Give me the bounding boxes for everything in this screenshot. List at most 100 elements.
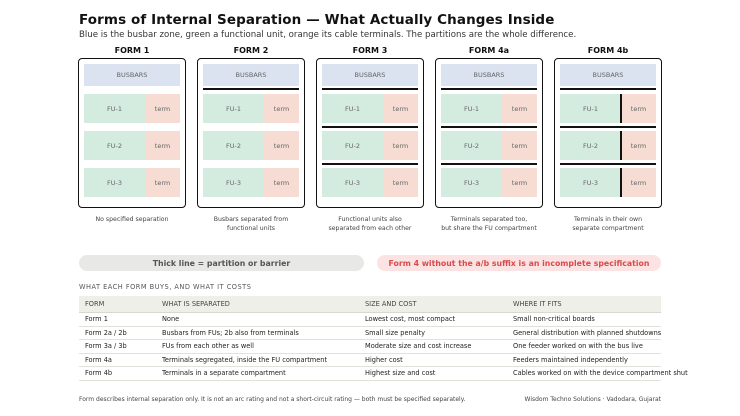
column-header: WHAT IS SEPARATED [162, 300, 230, 308]
busbar-zone: BUSBARS [560, 64, 656, 86]
functional-unit: FU-1 [322, 94, 383, 123]
comparison-table: FORM WHAT IS SEPARATED SIZE AND COST WHE… [79, 296, 688, 381]
warning-pill: Form 4 without the a/b suffix is an inco… [377, 255, 661, 271]
functional-unit: FU-2 [560, 131, 621, 160]
partition-line [203, 88, 299, 90]
footer-note: Form describes internal separation only.… [79, 396, 466, 403]
functional-unit: FU-1 [84, 94, 145, 123]
footer-credit: Wisdom Techno Solutions · Vadodara, Guja… [524, 396, 661, 403]
form-1-column: FORM 1 BUSBARS FU-1 term FU-2 term FU-3 … [78, 44, 186, 224]
functional-unit: FU-1 [441, 94, 502, 123]
table-cell: Small size penalty [365, 328, 426, 337]
functional-unit: FU-3 [203, 168, 264, 197]
terminal-zone: term [383, 168, 418, 197]
terminal-zone: term [502, 168, 537, 197]
form-4a-column: FORM 4a BUSBARS FU-1 term FU-2 term FU-3… [435, 44, 543, 233]
form-label: FORM 3 [352, 46, 388, 55]
terminal-zone: term [383, 131, 418, 160]
terminal-zone: term [145, 168, 180, 197]
busbar-zone: BUSBARS [441, 64, 537, 86]
table-row: Form 4a Terminals segregated, inside the… [79, 354, 661, 367]
form-description: Terminals separated too, but share the F… [441, 216, 537, 232]
terminal-zone: term [145, 94, 180, 123]
table-cell: Form 3a / 3b [85, 342, 127, 351]
table-header-row: FORM WHAT IS SEPARATED SIZE AND COST WHE… [79, 296, 661, 313]
table-cell: Moderate size and cost increase [365, 342, 472, 351]
table-cell: Lowest cost, most compact [365, 315, 456, 324]
cabinet-diagram: BUSBARS FU-1 term FU-2 term FU-3 term [197, 58, 305, 208]
terminal-zone: term [264, 131, 299, 160]
column-header: FORM [85, 300, 105, 308]
table-cell: Form 4b [85, 369, 113, 378]
busbar-zone: BUSBARS [322, 64, 418, 86]
partition-line [322, 88, 418, 90]
table-cell: None [162, 315, 180, 324]
functional-unit: FU-2 [84, 131, 145, 160]
partition-line [560, 163, 656, 165]
form-description: Terminals in their own separate compartm… [572, 216, 644, 232]
cabinet-diagram: BUSBARS FU-1 term FU-2 term FU-3 term [316, 58, 424, 208]
functional-unit: FU-2 [322, 131, 383, 160]
form-2-column: FORM 2 BUSBARS FU-1 term FU-2 term FU-3 … [197, 44, 305, 233]
column-header: WHERE IT FITS [513, 300, 562, 308]
terminal-zone: term [145, 131, 180, 160]
terminal-zone: term [621, 131, 656, 160]
form-description: Functional units also separated from eac… [328, 216, 412, 232]
functional-unit: FU-2 [203, 131, 264, 160]
table-cell: Terminals segregated, inside the FU comp… [162, 355, 328, 364]
form-description: No specified separation [95, 216, 169, 223]
table-section-title: WHAT EACH FORM BUYS, AND WHAT IT COSTS [79, 283, 252, 291]
legend-thick-line-pill: Thick line = partition or barrier [79, 255, 364, 271]
table-cell: Higher cost [365, 355, 403, 364]
partition-line [560, 88, 656, 90]
table-cell: Small non-critical boards [513, 315, 595, 324]
form-4b-column: FORM 4b BUSBARS FU-1 term FU-2 term FU-3… [554, 44, 662, 233]
table-row: Form 1 None Lowest cost, most compact Sm… [79, 313, 661, 327]
table-cell: Cables worked on with the device compart… [513, 369, 688, 378]
partition-line [441, 88, 537, 90]
terminal-partition-line [620, 131, 622, 160]
terminal-zone: term [621, 168, 656, 197]
functional-unit: FU-2 [441, 131, 502, 160]
table-cell: Feeders maintained independently [513, 355, 628, 364]
table-cell: Terminals in a separate compartment [162, 369, 286, 378]
partition-line [441, 126, 537, 128]
functional-unit: FU-3 [322, 168, 383, 197]
terminal-zone: term [502, 94, 537, 123]
terminal-zone: term [264, 94, 299, 123]
form-label: FORM 2 [233, 46, 269, 55]
terminal-partition-line [620, 168, 622, 197]
page-title: Forms of Internal Separation — What Actu… [79, 12, 555, 28]
partition-line [322, 163, 418, 165]
table-cell: Highest size and cost [365, 369, 436, 378]
page-subtitle: Blue is the busbar zone, green a functio… [79, 30, 577, 40]
terminal-zone: term [502, 131, 537, 160]
form-label: FORM 4a [468, 46, 510, 55]
table-cell: General distribution with planned shutdo… [513, 328, 662, 337]
form-3-column: FORM 3 BUSBARS FU-1 term FU-2 term FU-3 … [316, 44, 424, 233]
cabinet-diagram: BUSBARS FU-1 term FU-2 term FU-3 term [78, 58, 186, 208]
table-cell: Form 2a / 2b [85, 328, 127, 337]
terminal-partition-line [620, 94, 622, 123]
cabinet-diagram: BUSBARS FU-1 term FU-2 term FU-3 term [435, 58, 543, 208]
table-cell: FUs from each other as well [162, 342, 254, 351]
table-row: Form 2a / 2b Busbars from FUs; 2b also f… [79, 327, 662, 340]
busbar-zone: BUSBARS [84, 64, 180, 86]
form-label: FORM 4b [587, 46, 629, 55]
functional-unit: FU-1 [560, 94, 621, 123]
table-row: Form 4b Terminals in a separate compartm… [79, 367, 688, 381]
functional-unit: FU-1 [203, 94, 264, 123]
table-cell: Form 4a [85, 355, 112, 364]
partition-line [322, 126, 418, 128]
form-description: Busbars separated from functional units [213, 216, 289, 232]
partition-line [560, 126, 656, 128]
table-cell: One feeder worked on with the bus live [513, 342, 643, 351]
table-cell: Busbars from FUs; 2b also from terminals [162, 328, 299, 337]
terminal-zone: term [621, 94, 656, 123]
partition-line [441, 163, 537, 165]
column-header: SIZE AND COST [365, 300, 417, 308]
functional-unit: FU-3 [441, 168, 502, 197]
functional-unit: FU-3 [84, 168, 145, 197]
functional-unit: FU-3 [560, 168, 621, 197]
table-row: Form 3a / 3b FUs from each other as well… [79, 340, 661, 354]
